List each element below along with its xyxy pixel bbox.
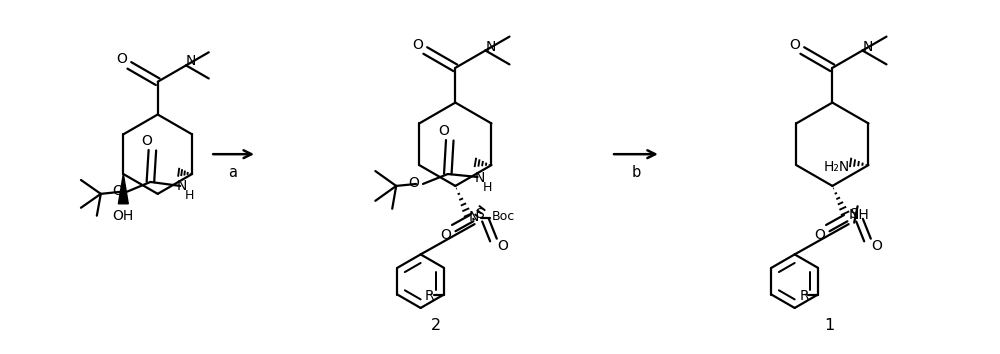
- Text: N: N: [469, 210, 479, 224]
- Text: N: N: [485, 40, 496, 53]
- Text: O: O: [440, 228, 451, 242]
- Text: N: N: [186, 55, 196, 68]
- Text: b: b: [631, 165, 641, 179]
- Text: O: O: [871, 239, 882, 253]
- Text: H₂N: H₂N: [824, 160, 850, 174]
- Text: S: S: [849, 207, 858, 221]
- Text: OH: OH: [113, 209, 134, 223]
- Text: R: R: [799, 289, 809, 303]
- Text: S: S: [475, 207, 484, 221]
- Text: Boc: Boc: [491, 210, 515, 223]
- Text: O: O: [814, 228, 825, 242]
- Text: N: N: [862, 40, 873, 53]
- Text: O: O: [789, 38, 800, 52]
- Text: 2: 2: [430, 318, 441, 333]
- Text: O: O: [409, 176, 419, 190]
- Text: H: H: [184, 189, 194, 202]
- Text: NH: NH: [849, 208, 870, 222]
- Text: a: a: [229, 165, 238, 179]
- Text: H: H: [483, 181, 492, 194]
- Text: O: O: [141, 134, 152, 148]
- Text: 1: 1: [824, 318, 835, 333]
- Text: R: R: [425, 289, 435, 303]
- Text: O: O: [438, 124, 449, 138]
- Text: O: O: [112, 184, 123, 198]
- Text: O: O: [116, 52, 127, 67]
- Polygon shape: [118, 174, 128, 204]
- Text: O: O: [412, 38, 423, 52]
- Text: O: O: [497, 239, 508, 253]
- Text: N: N: [177, 179, 187, 193]
- Text: N: N: [474, 171, 485, 185]
